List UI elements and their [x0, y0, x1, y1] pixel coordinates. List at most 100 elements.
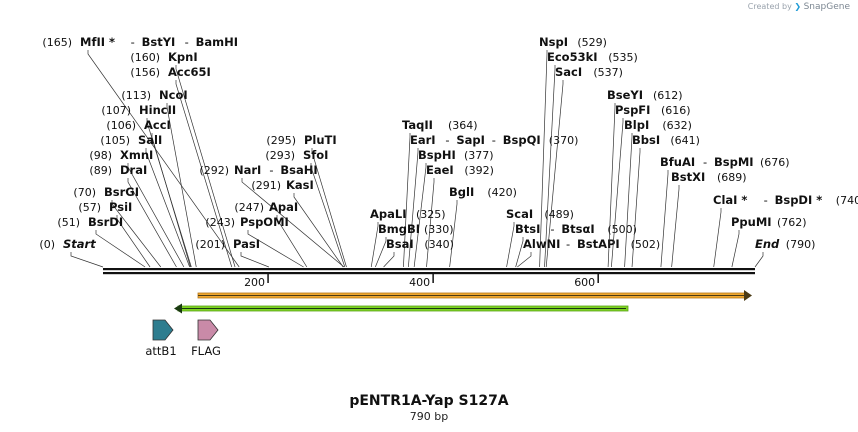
plasmid-name: pENTR1A-Yap S127A: [349, 393, 509, 409]
site-enzyme-name: EarI: [410, 133, 436, 147]
site-leader-line: [276, 215, 308, 268]
site-enzyme-name: BseYI: [607, 88, 643, 102]
site-leader-line: [166, 103, 197, 268]
site-position: (529): [577, 36, 607, 49]
site-leader-line: [310, 163, 346, 268]
site-position: (632): [662, 119, 692, 132]
site-leader-line: [375, 237, 387, 268]
site-leader-line: [607, 103, 616, 268]
site-enzyme-name: PsiI: [109, 200, 132, 214]
site-leader-line: [240, 252, 270, 268]
site-enzyme-name: ApaI: [269, 200, 298, 214]
site-position: (70): [73, 186, 96, 199]
site-name-separator: -: [764, 193, 768, 207]
site-position: (392): [464, 164, 494, 177]
site-leader-line: [247, 230, 304, 268]
site-enzyme-name: Acc65I: [168, 65, 211, 79]
site-position: (156): [130, 66, 160, 79]
site-leader-line: [426, 178, 435, 268]
site-position: (295): [266, 134, 296, 147]
site-leader-line: [624, 133, 633, 268]
site-position: (107): [101, 104, 131, 117]
site-leader-line: [127, 178, 177, 268]
backbone-bottom-strand: [103, 272, 755, 275]
site-name-separator: -: [131, 35, 135, 49]
site-position: (790): [786, 238, 816, 251]
site-position: (201): [195, 238, 225, 251]
site-enzyme-name: End: [755, 237, 780, 251]
site-name-separator: -: [185, 35, 189, 49]
scale-tick-label: 200: [244, 276, 265, 289]
site-enzyme-name: ClaI *: [713, 193, 747, 207]
site-position: (291): [251, 179, 281, 192]
scale-tick-label: 600: [574, 276, 595, 289]
site-position: (489): [544, 208, 574, 221]
site-enzyme-name: BtsαI: [561, 222, 594, 236]
site-leader-line: [151, 133, 191, 268]
backbone-top-strand: [103, 268, 755, 271]
site-leader-line: [545, 80, 564, 268]
site-enzyme-name: BlpI: [624, 118, 649, 132]
site-leader-line: [506, 222, 515, 268]
site-leader-line: [611, 118, 624, 268]
site-enzyme-name: EaeI: [426, 163, 454, 177]
site-leader-line: [517, 252, 532, 268]
site-enzyme-name: SalI: [138, 133, 162, 147]
site-leader-line: [660, 170, 669, 268]
site-enzyme-name: PspOMI: [240, 215, 289, 229]
site-position: (370): [549, 134, 579, 147]
site-position: (502): [631, 238, 661, 251]
site-name-separator: -: [566, 237, 570, 251]
site-enzyme-name: BsaI: [386, 237, 414, 251]
site-enzyme-name: BspQI: [503, 133, 541, 147]
site-enzyme-name: BglI: [449, 185, 474, 199]
site-enzyme-name: PluTI: [304, 133, 337, 147]
site-leader-line: [408, 148, 419, 268]
site-enzyme-name: HincII: [139, 103, 176, 117]
plasmid-length: 790 bp: [409, 410, 449, 423]
site-enzyme-name: BspHI: [418, 148, 456, 162]
site-leader-line: [731, 230, 740, 268]
site-position: (113): [121, 89, 151, 102]
site-position: (616): [661, 104, 691, 117]
site-position: (420): [487, 186, 517, 199]
feature-arrow-flag: [197, 319, 219, 341]
site-enzyme-name: DraI: [120, 163, 147, 177]
site-enzyme-name: BsaHI: [280, 163, 317, 177]
site-leader-line: [145, 148, 190, 268]
site-enzyme-name: BstYI: [142, 35, 176, 49]
site-leader-line: [241, 178, 345, 268]
site-enzyme-name: ApaLI: [370, 207, 407, 221]
site-leader-line: [311, 148, 347, 268]
site-leader-line: [116, 215, 151, 268]
site-position: (330): [424, 223, 454, 236]
site-position: (247): [234, 201, 264, 214]
site-leader-line: [539, 50, 548, 268]
site-enzyme-name: AccI: [144, 118, 171, 132]
site-enzyme-name: NarI: [234, 163, 261, 177]
site-enzyme-name: PasI: [233, 237, 260, 251]
site-enzyme-name: SapI: [456, 133, 485, 147]
site-position: (364): [448, 119, 478, 132]
site-enzyme-name: BtsI: [515, 222, 540, 236]
site-enzyme-name: BspMI: [714, 155, 754, 169]
site-position: (160): [130, 51, 160, 64]
site-leader-line: [175, 80, 233, 268]
site-leader-line: [70, 252, 104, 268]
site-position: (105): [100, 134, 130, 147]
site-enzyme-name: MfII *: [80, 35, 115, 49]
site-position: (98): [89, 149, 112, 162]
site-position: (676): [760, 156, 790, 169]
site-position: (340): [424, 238, 454, 251]
site-position: (165): [42, 36, 72, 49]
feature-arrow-attb1: [152, 319, 174, 341]
snapgene-logo-icon: ❯: [794, 2, 802, 11]
site-leader-line: [544, 65, 556, 268]
site-position: (377): [464, 149, 494, 162]
site-enzyme-name: Eco53kI: [547, 50, 598, 64]
site-enzyme-name: BsrGI: [104, 185, 139, 199]
site-position: (293): [265, 149, 295, 162]
site-enzyme-name: NcoI: [159, 88, 188, 102]
site-name-separator: -: [492, 133, 496, 147]
site-leader-line: [127, 163, 185, 268]
